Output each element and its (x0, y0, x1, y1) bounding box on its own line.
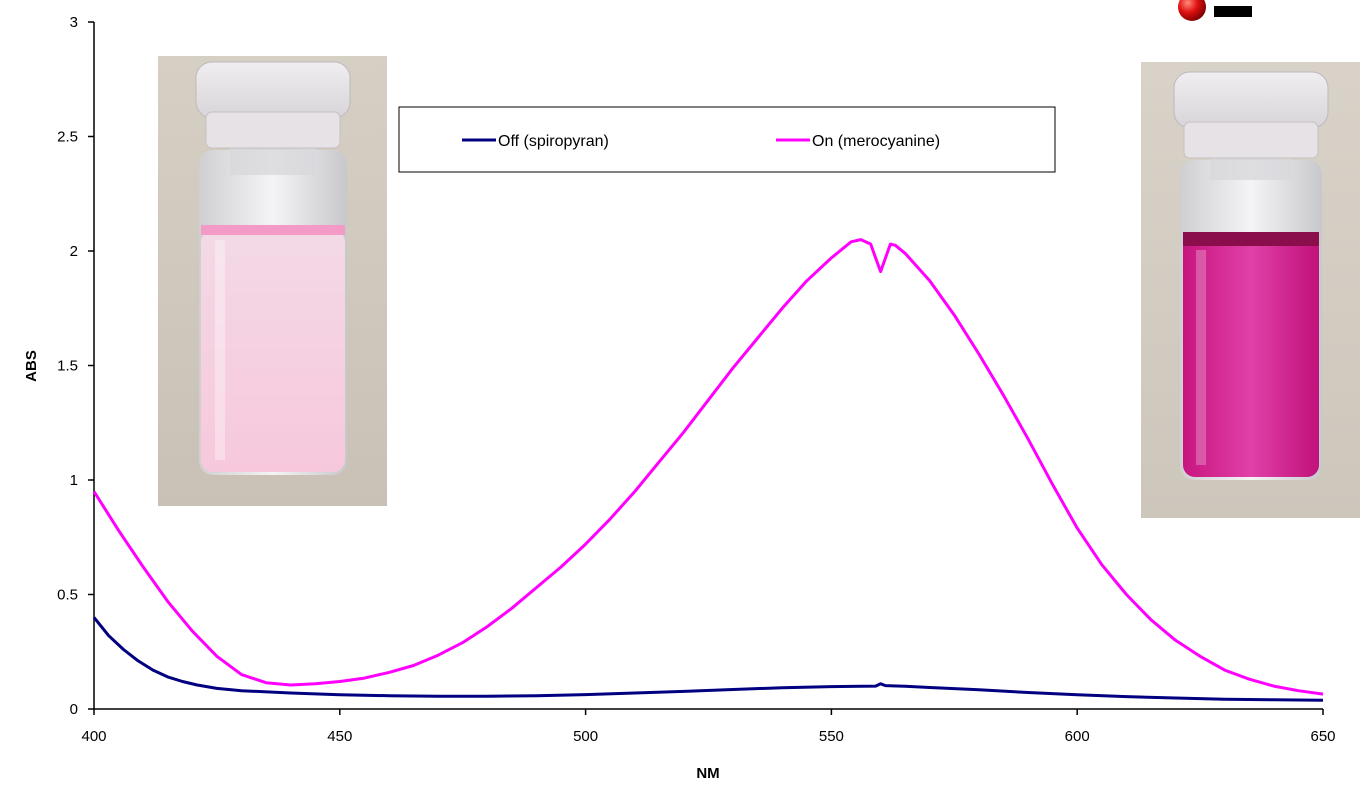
legend-label-on: On (merocyanine) (812, 133, 940, 150)
y-tick-label: 2 (70, 243, 78, 260)
series-lines (92, 238, 1324, 702)
x-tick-label: 500 (573, 728, 598, 745)
x-tick-label: 650 (1310, 728, 1335, 745)
series-line-off-spiropyran (92, 616, 1324, 702)
legend-box (398, 106, 1056, 173)
legend: Off (spiropyran) On (merocyanine) (398, 106, 1056, 173)
right-vial-photo (1141, 62, 1360, 518)
y-ticks: 0 0.5 1 1.5 2 2.5 3 (57, 14, 94, 718)
y-tick-label: 0 (70, 701, 78, 718)
y-tick-label: 1 (70, 472, 78, 489)
y-tick-label: 3 (70, 14, 78, 31)
legend-label-off: Off (spiropyran) (498, 133, 609, 150)
x-ticks: 400 450 500 550 600 650 (81, 709, 1336, 745)
y-tick-label: 1.5 (57, 358, 78, 375)
y-tick-label: 0.5 (57, 587, 78, 604)
x-tick-label: 550 (819, 728, 844, 745)
y-axis-title: ABS (23, 350, 40, 382)
x-tick-label: 600 (1065, 728, 1090, 745)
left-vial-photo (158, 56, 387, 506)
y-tick-label: 2.5 (57, 129, 78, 146)
red-sphere-icon (1178, 0, 1252, 21)
series-line-on-merocyanine (92, 238, 1324, 696)
x-axis-title: NM (696, 765, 719, 782)
x-tick-label: 450 (327, 728, 352, 745)
x-tick-label: 400 (81, 728, 106, 745)
